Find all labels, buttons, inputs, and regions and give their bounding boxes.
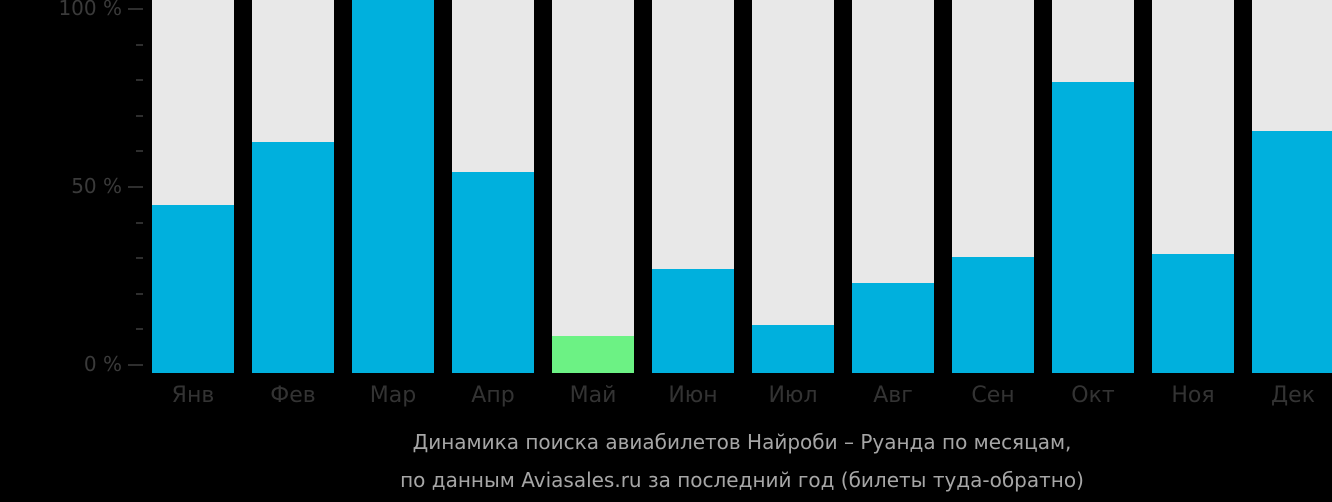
- bar-11[interactable]: [1152, 0, 1234, 373]
- bar-value-fill: [752, 325, 834, 373]
- bar-6[interactable]: [652, 0, 734, 373]
- bar-1[interactable]: [152, 0, 234, 373]
- x-month-label: Авг: [873, 383, 913, 408]
- y-major-tick: [128, 364, 143, 366]
- bar-9[interactable]: [952, 0, 1034, 373]
- x-month-label: Сен: [971, 383, 1015, 408]
- bar-7[interactable]: [752, 0, 834, 373]
- x-month-label: Июл: [768, 383, 818, 408]
- bar-8[interactable]: [852, 0, 934, 373]
- bar-value-fill: [652, 269, 734, 373]
- y-tick-label: 0 %: [83, 352, 122, 376]
- x-month-label: Окт: [1071, 383, 1115, 408]
- bar-value-fill: [552, 336, 634, 373]
- x-month-label: Мар: [369, 383, 417, 408]
- bar-2[interactable]: [252, 0, 334, 373]
- x-month-label: Май: [569, 383, 617, 408]
- bar-value-fill: [452, 172, 534, 373]
- y-tick-label: 100 %: [58, 0, 122, 20]
- y-major-tick: [128, 186, 143, 188]
- y-major-tick: [128, 8, 143, 10]
- x-month-label: Дек: [1270, 383, 1315, 408]
- x-month-label: Ноя: [1171, 383, 1215, 408]
- bar-4[interactable]: [452, 0, 534, 373]
- y-minor-tick: [136, 292, 143, 295]
- bar-value-fill: [152, 205, 234, 373]
- bar-12[interactable]: [1252, 0, 1332, 373]
- bar-value-fill: [852, 283, 934, 373]
- chart-caption-line1: Динамика поиска авиабилетов Найроби – Ру…: [412, 430, 1072, 454]
- bar-value-fill: [1152, 254, 1234, 373]
- chart-caption-line2: по данным Aviasales.ru за последний год …: [400, 468, 1084, 492]
- bar-5[interactable]: [552, 0, 634, 373]
- x-month-label: Июн: [668, 383, 718, 408]
- bar-10[interactable]: [1052, 0, 1134, 373]
- bar-value-fill: [252, 142, 334, 373]
- y-tick-label: 50 %: [71, 174, 122, 198]
- x-month-label: Янв: [171, 383, 215, 408]
- y-minor-tick: [136, 43, 143, 46]
- bar-value-fill: [1252, 131, 1332, 373]
- bar-3[interactable]: [352, 0, 434, 373]
- bar-value-fill: [952, 257, 1034, 373]
- bar-value-fill: [352, 0, 434, 373]
- x-month-label: Апр: [471, 383, 515, 408]
- y-minor-tick: [136, 257, 143, 260]
- bar-value-fill: [1052, 82, 1134, 373]
- y-minor-tick: [136, 79, 143, 82]
- y-minor-tick: [136, 150, 143, 153]
- y-minor-tick: [136, 221, 143, 224]
- x-month-label: Фев: [270, 383, 316, 408]
- y-minor-tick: [136, 328, 143, 331]
- y-minor-tick: [136, 114, 143, 117]
